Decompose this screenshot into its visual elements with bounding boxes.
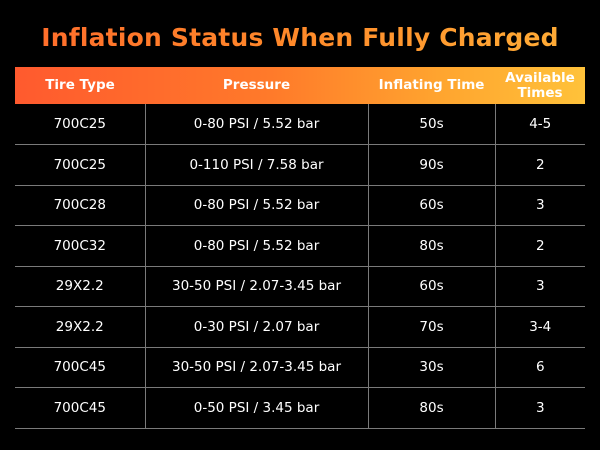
tire-type-cell: 700C25 (15, 104, 146, 145)
pressure-cell: 0-80 PSI / 5.52 bar (145, 225, 369, 267)
inflating-time-cell: 30s (368, 347, 496, 388)
inflating-time-cell: 70s (368, 306, 496, 348)
header-row: Tire Type Pressure Inflating Time Availa… (15, 67, 585, 104)
table-row: 700C25 0-80 PSI / 5.52 bar 50s 4-5 (15, 104, 585, 145)
inflation-table-container: Tire Type Pressure Inflating Time Availa… (15, 67, 585, 429)
table-row: 700C25 0-110 PSI / 7.58 bar 90s 2 (15, 144, 585, 186)
available-times-cell: 3 (495, 185, 585, 226)
inflating-time-cell: 80s (368, 387, 496, 429)
available-times-cell: 3 (495, 387, 585, 429)
table-row: 29X2.2 0-30 PSI / 2.07 bar 70s 3-4 (15, 306, 585, 348)
table-header: Tire Type Pressure Inflating Time Availa… (15, 67, 585, 104)
tire-type-cell: 700C45 (15, 347, 146, 388)
header-available-times: Available Times (505, 69, 575, 101)
tire-type-cell: 700C45 (15, 387, 146, 429)
table-body: 700C25 0-80 PSI / 5.52 bar 50s 4-5 700C25 0-1… (15, 104, 585, 429)
available-times-cell: 2 (495, 144, 585, 186)
pressure-cell: 0-80 PSI / 5.52 bar (145, 185, 369, 226)
available-times-cell: 3-4 (495, 306, 585, 348)
available-times-cell: 4-5 (495, 104, 585, 145)
pressure-cell: 30-50 PSI / 2.07-3.45 bar (145, 266, 369, 307)
inflating-time-cell: 50s (368, 104, 496, 145)
tire-type-cell: 700C25 (15, 144, 146, 186)
header-tire-type: Tire Type (45, 77, 115, 93)
inflating-time-cell: 60s (368, 185, 496, 226)
tire-type-cell: 29X2.2 (15, 266, 146, 307)
header-inflating-time: Inflating Time (378, 77, 485, 93)
page-title: Inflation Status When Fully Charged (0, 20, 600, 56)
header-pressure: Pressure (222, 77, 291, 93)
table-row: 29X2.2 30-50 PSI / 2.07-3.45 bar 60s 3 (15, 266, 585, 307)
pressure-cell: 30-50 PSI / 2.07-3.45 bar (145, 347, 369, 388)
pressure-cell: 0-30 PSI / 2.07 bar (145, 306, 369, 348)
tire-type-cell: 700C32 (15, 225, 146, 267)
tire-type-cell: 700C28 (15, 185, 146, 226)
table-row: 700C28 0-80 PSI / 5.52 bar 60s 3 (15, 185, 585, 226)
available-times-cell: 2 (495, 225, 585, 267)
available-times-cell: 3 (495, 266, 585, 307)
table-row: 700C45 30-50 PSI / 2.07-3.45 bar 30s 6 (15, 347, 585, 388)
pressure-cell: 0-50 PSI / 3.45 bar (145, 387, 369, 429)
table-row: 700C32 0-80 PSI / 5.52 bar 80s 2 (15, 225, 585, 267)
inflating-time-cell: 90s (368, 144, 496, 186)
available-times-cell: 6 (495, 347, 585, 388)
inflating-time-cell: 60s (368, 266, 496, 307)
inflation-table: Tire Type Pressure Inflating Time Availa… (15, 67, 585, 429)
pressure-cell: 0-80 PSI / 5.52 bar (145, 104, 369, 145)
table-row: 700C45 0-50 PSI / 3.45 bar 80s 3 (15, 387, 585, 429)
tire-type-cell: 29X2.2 (15, 306, 146, 348)
pressure-cell: 0-110 PSI / 7.58 bar (145, 144, 369, 186)
inflating-time-cell: 80s (368, 225, 496, 267)
